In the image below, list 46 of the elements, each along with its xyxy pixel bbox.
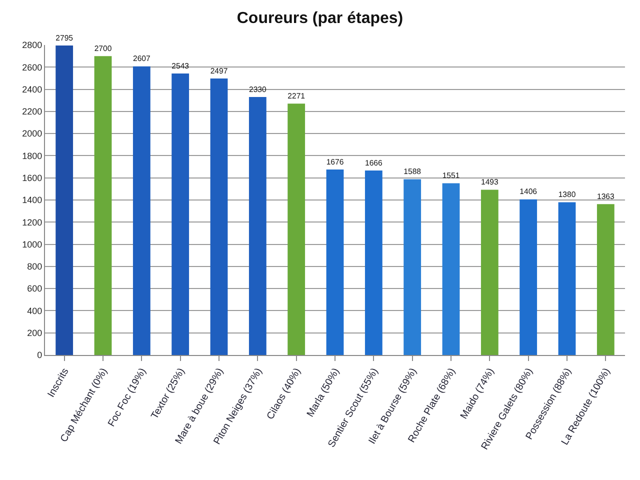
data-label: 1363 [596,192,614,201]
y-tick-label: 2400 [22,84,42,94]
y-tick-label: 400 [27,306,42,316]
data-label: 1588 [404,167,422,176]
y-tick-label: 2600 [22,62,42,72]
y-tick-label: 1800 [22,150,42,161]
data-label: 2497 [210,66,228,76]
y-tick-label: 1600 [22,173,42,184]
data-label: 1666 [364,158,382,168]
y-tick-label: 800 [27,262,42,272]
y-tick-label: 1000 [22,239,42,250]
data-label: 2700 [94,44,112,53]
bar [364,170,382,355]
bar [288,104,306,355]
bar [558,202,576,355]
data-label: 1406 [520,187,538,196]
y-tick-label: 2800 [22,40,42,50]
bar [404,179,422,355]
y-tick-label: 600 [27,284,42,294]
bar [520,199,538,355]
y-tick-label: 2000 [22,128,42,139]
data-label: 2271 [288,91,306,100]
bar [56,46,74,355]
bar [172,73,190,355]
bar [442,183,460,355]
bar [326,169,344,355]
data-label: 1493 [480,178,498,187]
data-label: 2607 [132,54,150,64]
bar [94,56,112,355]
data-label: 2330 [248,84,267,94]
data-label: 1676 [326,157,344,166]
y-tick-label: 1400 [22,195,42,206]
y-tick-label: 0 [37,350,42,360]
bar [248,97,266,355]
bar [210,78,228,355]
data-label: 1380 [558,190,576,200]
chart-title: Coureurs (par étapes) [236,10,404,28]
bar [596,204,614,355]
data-label: 1551 [442,171,460,180]
y-tick-label: 2200 [22,106,42,117]
data-label: 2543 [172,61,190,70]
y-tick-label: 1200 [22,217,42,228]
data-label: 2795 [56,33,74,42]
y-tick-label: 200 [27,328,42,338]
bar [132,66,150,355]
bar [480,190,498,355]
